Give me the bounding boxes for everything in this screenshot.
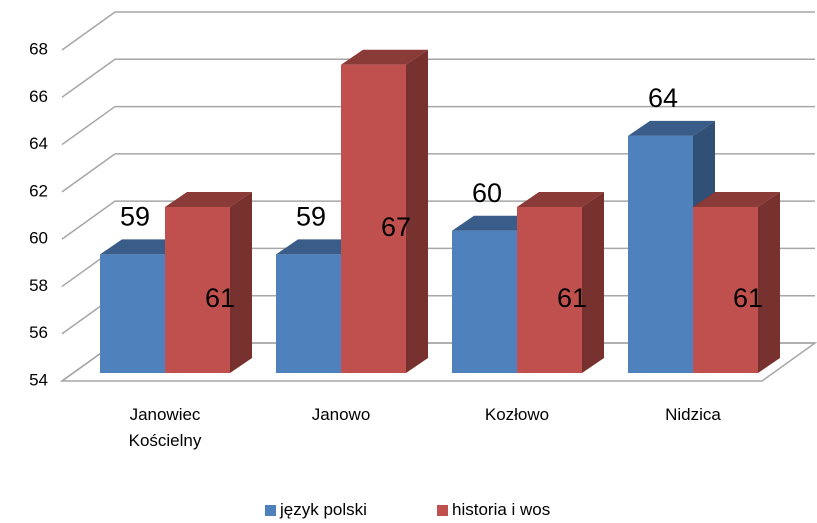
grid-line xyxy=(61,153,815,193)
x-tick-label: Kozłowo xyxy=(484,405,550,424)
grid-line xyxy=(61,105,815,146)
y-tick-label: 60 xyxy=(29,229,48,248)
bar xyxy=(628,120,715,373)
bar-face xyxy=(582,192,604,373)
data-label: 59 xyxy=(120,202,150,232)
y-tick-label: 58 xyxy=(29,276,48,295)
bar-face xyxy=(628,120,715,136)
y-tick-label: 56 xyxy=(29,323,48,342)
y-tick-label: 54 xyxy=(29,370,48,389)
x-tick-label: Janowo xyxy=(311,405,371,424)
bar-face xyxy=(165,207,230,373)
bar-face xyxy=(406,49,428,373)
grid-line xyxy=(61,11,815,51)
bar xyxy=(517,192,604,373)
legend-label: historia i wos xyxy=(452,500,551,519)
bar-face xyxy=(517,192,604,207)
data-label: 61 xyxy=(205,283,235,313)
bar-face xyxy=(758,192,780,373)
bar-face xyxy=(276,254,341,373)
bar-face xyxy=(341,49,428,65)
y-tick-label: 68 xyxy=(29,39,48,58)
bar-face xyxy=(341,64,406,373)
data-label: 61 xyxy=(557,283,587,313)
bar-face xyxy=(230,192,252,373)
bar-face xyxy=(693,192,780,207)
data-label: 67 xyxy=(381,212,411,242)
bar-face xyxy=(165,192,252,207)
y-tick-label: 62 xyxy=(29,181,48,200)
legend-swatch xyxy=(265,505,276,516)
bar xyxy=(165,192,252,373)
y-tick-label: 66 xyxy=(29,87,48,106)
y-tick-label: 64 xyxy=(29,134,48,153)
legend-label: język polski xyxy=(280,500,367,519)
bar xyxy=(341,49,428,373)
legend-swatch xyxy=(437,505,448,516)
bar-face xyxy=(100,254,165,373)
bar-face xyxy=(452,230,517,373)
grid-line xyxy=(61,58,815,98)
data-label: 61 xyxy=(733,283,763,313)
x-tick-label: Nidzica xyxy=(665,405,721,424)
bar-face xyxy=(628,135,693,373)
bar-face xyxy=(517,207,582,373)
bar xyxy=(693,192,780,373)
data-label: 59 xyxy=(296,202,326,232)
bar-face xyxy=(693,207,758,373)
data-label: 60 xyxy=(472,178,502,208)
data-label: 64 xyxy=(648,83,678,113)
x-tick-label: Janowiec Kościelny xyxy=(128,405,202,450)
